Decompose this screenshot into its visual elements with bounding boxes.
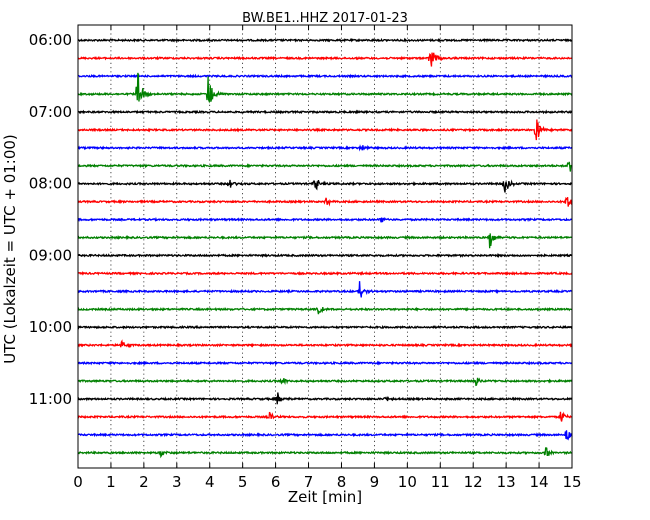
plot-frame — [77, 24, 573, 469]
trace-1100 — [77, 392, 573, 405]
trace-0715 — [77, 119, 573, 141]
x-tick-label: 3 — [172, 473, 182, 491]
trace-0645 — [77, 72, 573, 104]
x-axis-label: Zeit [min] — [287, 488, 363, 506]
y-tick-label: 10:00 — [29, 318, 72, 336]
x-tick-label: 1 — [106, 473, 116, 491]
trace-0845 — [77, 233, 573, 249]
x-tick-label: 2 — [139, 473, 149, 491]
trace-0930 — [77, 281, 573, 298]
trace-1145 — [77, 447, 573, 459]
y-tick-label: 11:00 — [29, 390, 72, 408]
x-tick-label: 4 — [205, 473, 215, 491]
x-tick-label: 13 — [497, 473, 516, 491]
trace-0700 — [77, 109, 573, 115]
x-tick-label: 12 — [464, 473, 483, 491]
trace-0945 — [77, 306, 573, 315]
y-tick-label: 07:00 — [29, 103, 72, 121]
trace-1130 — [77, 430, 573, 441]
x-tick-label: 0 — [73, 473, 83, 491]
x-tick-label: 11 — [431, 473, 450, 491]
y-tick-label: 08:00 — [29, 175, 72, 193]
y-tick-label: 09:00 — [29, 246, 72, 264]
trace-0730 — [77, 144, 573, 152]
trace-0915 — [77, 270, 573, 276]
y-tick-label: 06:00 — [29, 31, 72, 49]
trace-0745 — [77, 161, 573, 172]
x-tick-label: 15 — [562, 473, 581, 491]
trace-0600 — [77, 37, 573, 43]
trace-1030 — [77, 360, 573, 366]
trace-1015 — [77, 339, 573, 349]
x-tick-label: 8 — [337, 473, 347, 491]
y-axis-label: UTC (Lokalzeit = UTC + 01:00) — [1, 134, 19, 364]
trace-1115 — [77, 411, 573, 422]
trace-0830 — [77, 216, 573, 223]
x-tick-label: 7 — [304, 473, 314, 491]
x-tick-label: 10 — [398, 473, 417, 491]
trace-0615 — [77, 52, 573, 67]
trace-1045 — [77, 377, 573, 387]
trace-0630 — [77, 73, 573, 79]
x-tick-label: 14 — [530, 473, 549, 491]
x-tick-label: 9 — [370, 473, 380, 491]
chart-title: BW.BE1..HHZ 2017-01-23 — [242, 11, 408, 26]
x-tick-label: 6 — [271, 473, 281, 491]
trace-0815 — [77, 196, 573, 207]
trace-0900 — [77, 252, 573, 259]
x-tick-label: 5 — [238, 473, 248, 491]
trace-1000 — [77, 324, 573, 330]
trace-0800 — [77, 179, 573, 193]
